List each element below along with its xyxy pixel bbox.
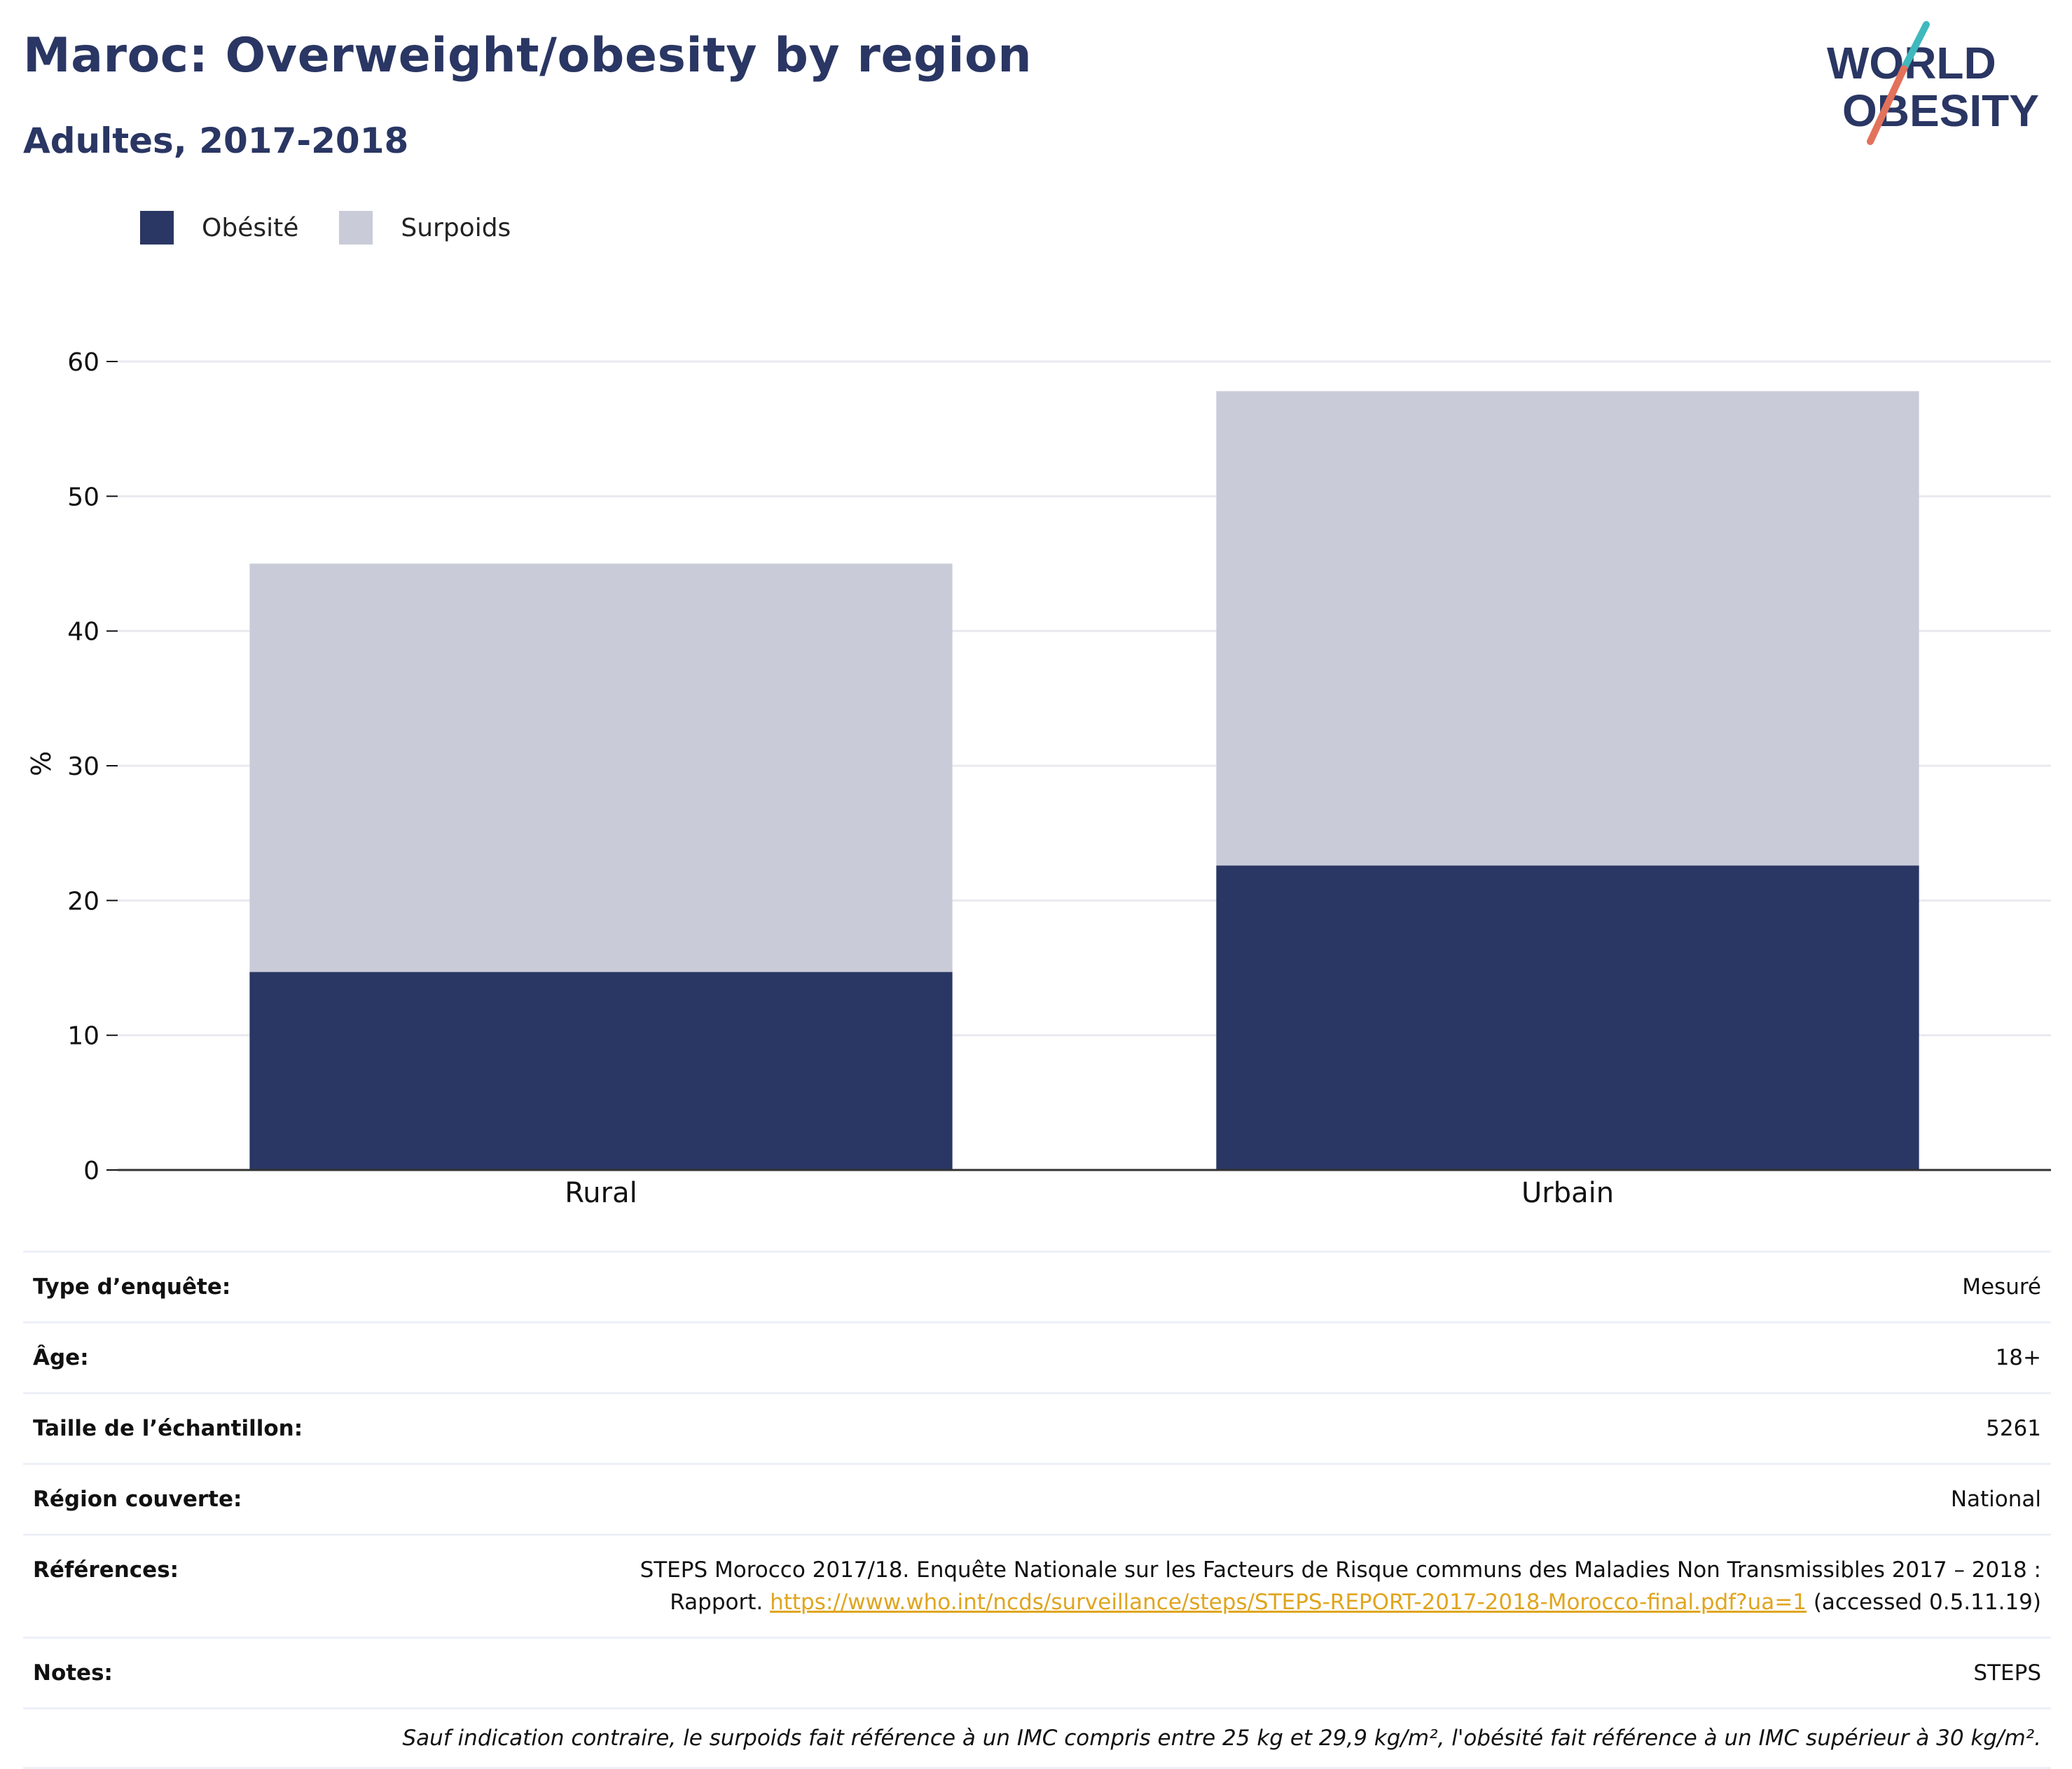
axes: 0 10 20 30 40 50 60 Rural Urbain [67,348,2051,1209]
legend-swatch-obesite [140,211,174,245]
references-text-post: (accessed 0.5.11.19) [1806,1590,2041,1615]
info-key: Taille de l’échantillon: [33,1416,303,1441]
references-text-line1: STEPS Morocco 2017/18. Enquête Nationale… [640,1557,2041,1583]
chart-legend: Obésité Surpoids [140,207,551,249]
y-tick-label: 30 [67,752,99,781]
y-axis-label: % [26,751,57,776]
legend-item-obesite: Obésité [140,211,298,245]
bar-rural-obesite [249,972,953,1170]
y-tick-label: 0 [83,1157,99,1185]
bar-urbain-surpoids [1216,391,1919,866]
info-row-notes: Notes: STEPS [23,1637,2051,1709]
info-row-sample-size: Taille de l’échantillon: 5261 [23,1393,2051,1464]
info-key: Type d’enquête: [33,1274,231,1300]
footnote: Sauf indication contraire, le surpoids f… [402,1726,2041,1751]
bar-rural-surpoids [249,563,953,972]
info-row-type: Type d’enquête: Mesuré [23,1251,2051,1323]
bar-urbain-obesite [1216,865,1919,1170]
legend-item-surpoids: Surpoids [339,211,511,245]
references-value: STEPS Morocco 2017/18. Enquête Nationale… [463,1535,2051,1638]
info-value: 5261 [1986,1416,2041,1441]
survey-info-table: Type d’enquête: Mesuré Âge: 18+ Taille d… [23,1251,2051,1769]
references-link[interactable]: https://www.who.int/ncds/surveillance/st… [770,1590,1807,1615]
chart-subtitle: Adultes, 2017-2018 [23,121,409,161]
info-key: Notes: [33,1660,113,1686]
y-tick-label: 50 [67,483,99,511]
stacked-bar-chart: 0 10 20 30 40 50 60 Rural Urbain % [26,348,2051,1209]
bars [249,391,1919,1170]
info-row-region: Région couverte: National [23,1464,2051,1535]
legend-swatch-surpoids [339,211,373,245]
info-key: Région couverte: [33,1487,242,1512]
chart-title: Maroc: Overweight/obesity by region [23,28,1032,83]
info-row-age: Âge: 18+ [23,1322,2051,1393]
references-text-pre: Rapport. [670,1590,771,1615]
y-tick-label: 10 [67,1022,99,1051]
info-key: Références: [33,1557,179,1583]
world-obesity-logo: WORLD OBESITY [1827,21,2039,145]
x-tick-label: Urbain [1521,1177,1614,1209]
info-value: STEPS [1973,1660,2041,1686]
y-tick-label: 40 [67,618,99,647]
info-key: Âge: [33,1345,89,1370]
x-tick-label: Rural [565,1177,637,1209]
info-value: National [1950,1487,2041,1512]
logo-line-2: OBESITY [1842,85,2039,136]
info-row-references: Références: STEPS Morocco 2017/18. Enquê… [23,1534,2051,1638]
y-tick-label: 20 [67,887,99,916]
y-tick-label: 60 [67,348,99,377]
info-value: 18+ [1995,1345,2041,1370]
legend-label-obesite: Obésité [202,213,299,242]
info-value: Mesuré [1962,1274,2041,1300]
legend-label-surpoids: Surpoids [401,213,511,242]
logo-line-1: WORLD [1827,38,1996,88]
info-row-footnote: Sauf indication contraire, le surpoids f… [23,1708,2051,1768]
